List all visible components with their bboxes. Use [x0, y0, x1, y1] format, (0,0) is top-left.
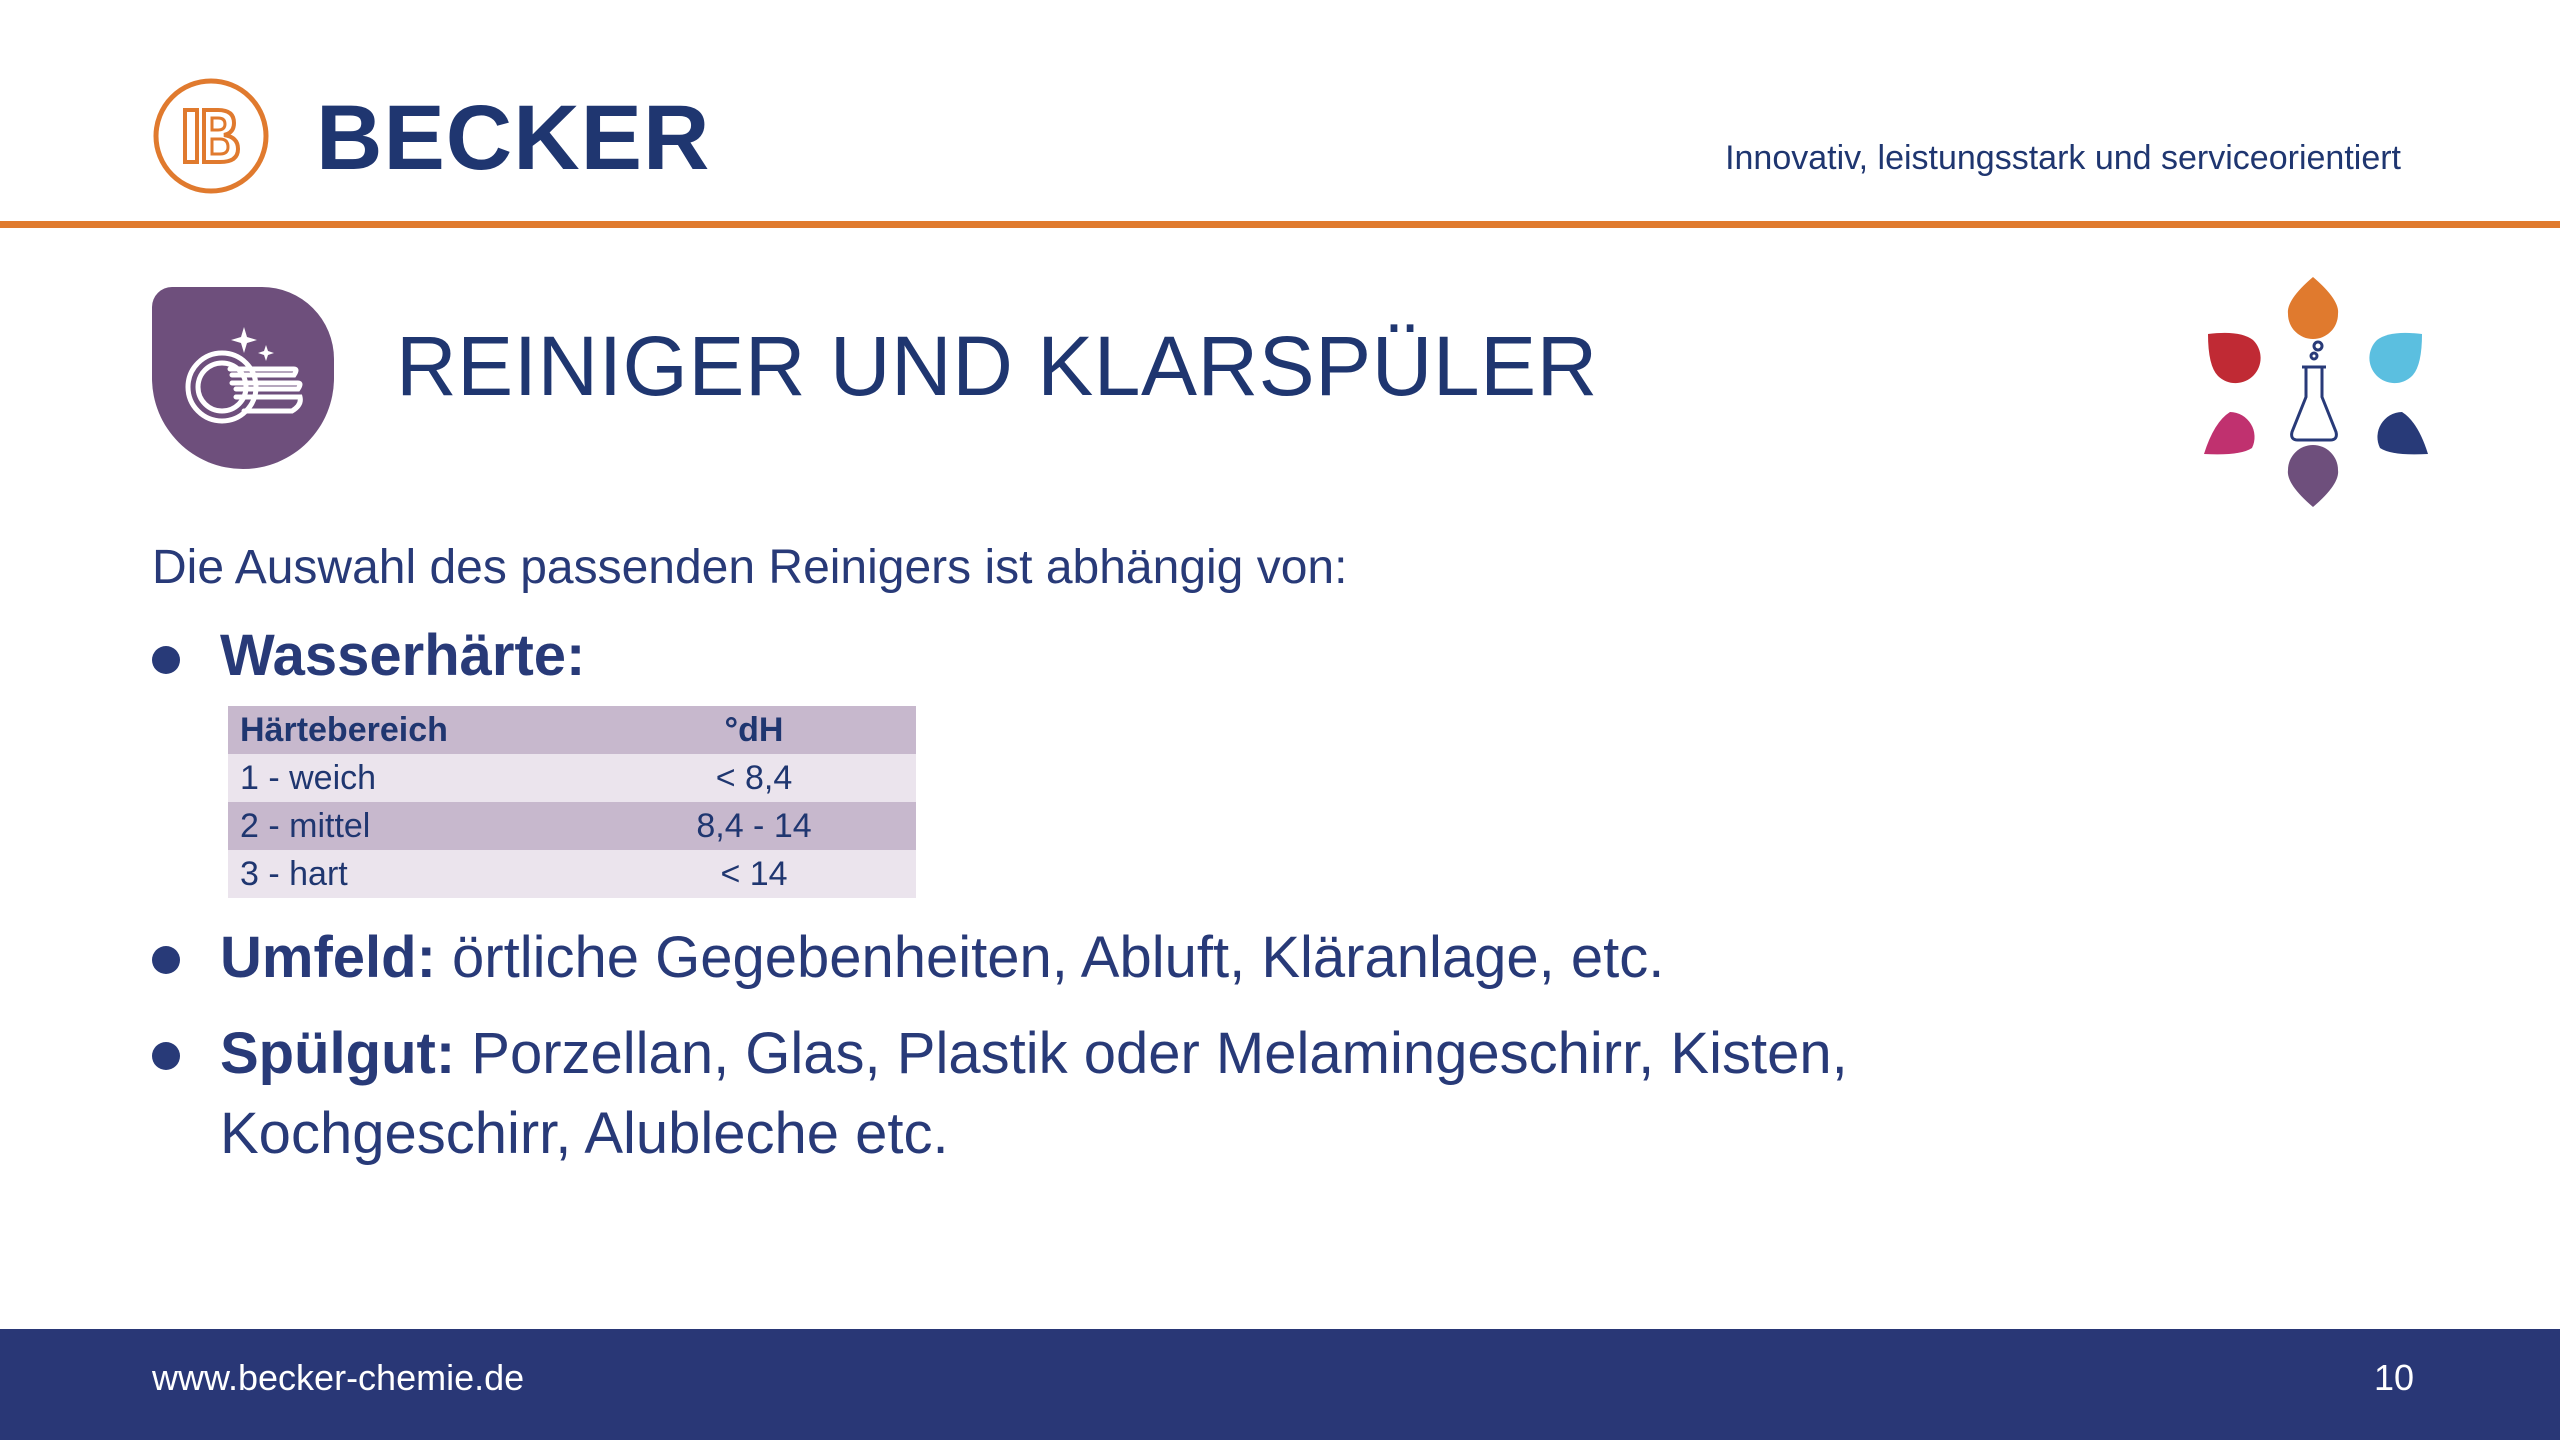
table-header-row: Härtebereich °dH — [228, 706, 916, 754]
bullet-text-continued: Kochgeschirr, Alubleche etc. — [220, 1101, 949, 1166]
intro-text: Die Auswahl des passenden Reinigers ist … — [152, 541, 1348, 594]
slide-title: REINIGER UND KLARSPÜLER — [396, 319, 1598, 413]
bullet-text: örtliche Gegebenheiten, Abluft, Kläranla… — [435, 925, 1665, 990]
table-row: 2 - mittel 8,4 - 14 — [228, 802, 916, 850]
table-cell: 8,4 - 14 — [696, 807, 812, 845]
footer-bar — [0, 1329, 2560, 1440]
table-cell: < 8,4 — [715, 759, 793, 797]
bullet-dot — [152, 1042, 180, 1070]
table-row: 1 - weich < 8,4 — [228, 754, 916, 802]
table-cell: < 14 — [720, 855, 788, 893]
footer-url: www.becker-chemie.de — [152, 1357, 525, 1398]
header-divider — [0, 221, 2560, 228]
table-header-cell: Härtebereich — [240, 711, 448, 749]
table-cell: 1 - weich — [240, 759, 377, 797]
flask-droplets-icon — [2204, 277, 2428, 507]
hardness-table: Härtebereich °dH 1 - weich < 8,4 2 - mit… — [228, 706, 916, 898]
header-tagline: Innovativ, leistungsstark und serviceori… — [1725, 139, 2401, 177]
table-cell: 2 - mittel — [240, 807, 371, 845]
clean-dishes-icon — [152, 287, 334, 469]
page-number: 10 — [2373, 1357, 2414, 1398]
bullet-text: Porzellan, Glas, Plastik oder Melaminges… — [455, 1021, 1848, 1086]
bullet-dot — [152, 646, 180, 674]
becker-logo-icon — [153, 78, 269, 194]
bullet-label: Umfeld: — [220, 925, 436, 990]
brand-name: BECKER — [316, 87, 711, 189]
bullet-label: Wasserhärte: — [220, 623, 586, 688]
table-row: 3 - hart < 14 — [228, 850, 916, 898]
table-cell: 3 - hart — [240, 855, 348, 893]
bullet-label: Spülgut: — [220, 1021, 456, 1086]
bullet-dot — [152, 946, 180, 974]
table-header-cell: °dH — [724, 711, 784, 749]
